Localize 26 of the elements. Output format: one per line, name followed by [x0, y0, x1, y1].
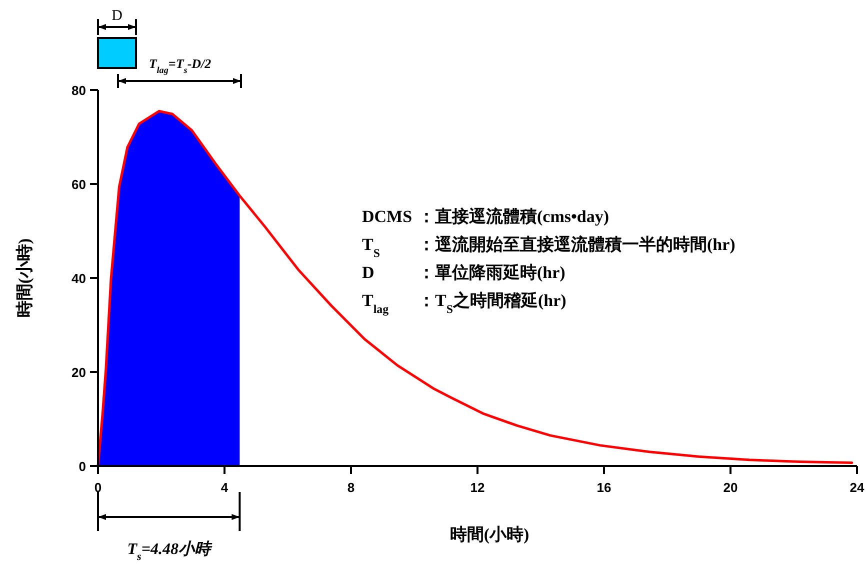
- annotation: DCMS: [362, 207, 412, 226]
- annotation: ：逕流開始至直接逕流體積一半的時間(hr): [418, 235, 736, 254]
- x-tick-label: 16: [596, 480, 612, 495]
- x-tick-label: 12: [470, 480, 485, 495]
- y-tick-label: 40: [72, 271, 86, 286]
- y-tick-label: 0: [78, 459, 86, 474]
- y-axis-title: 時間(小時): [15, 238, 34, 318]
- x-tick-label: 24: [850, 480, 865, 495]
- annotation: ：T$_{S}$之時間稽延(hr): [418, 291, 566, 316]
- x-tick-label: 20: [723, 480, 738, 495]
- y-tick-label: 20: [72, 365, 86, 380]
- x-axis-title: 時間(小時): [450, 525, 530, 544]
- annotation: ：單位降雨延時(hr): [418, 263, 566, 282]
- annotation: T$_{lag}$: [362, 291, 389, 316]
- text: T$_{lag}$=T$_{s}$-D/2: [148, 56, 212, 75]
- text: D: [112, 8, 123, 24]
- annotation: T$_{S}$: [362, 235, 380, 260]
- x-tick-label: 4: [220, 480, 229, 495]
- line-series: [96, 110, 854, 468]
- y-tick-label: 80: [72, 83, 86, 98]
- annotation: D: [362, 263, 374, 282]
- x-tick-label: 8: [347, 480, 355, 495]
- y-tick-label: 60: [72, 177, 86, 192]
- text: T$_{s}$=4.48小時: [127, 540, 212, 563]
- x-tick-label: 0: [94, 480, 102, 495]
- annotation: ：直接逕流體積(cms•day): [418, 207, 610, 226]
